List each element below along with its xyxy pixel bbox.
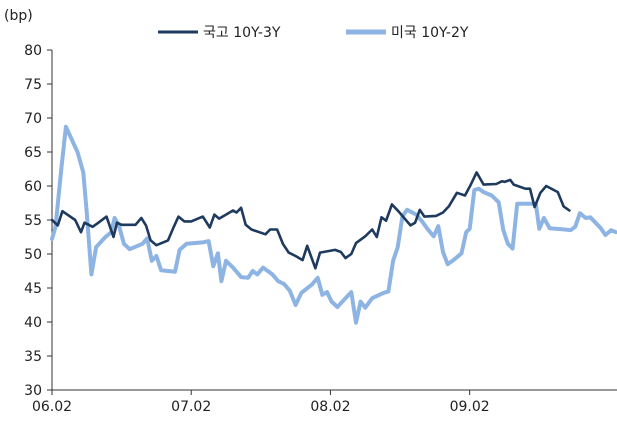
- y-unit-label: (bp): [4, 8, 33, 24]
- legend-label-kr: 국고 10Y-3Y: [203, 25, 281, 41]
- y-tick-label: 30: [24, 383, 42, 399]
- y-tick-label: 65: [24, 145, 42, 161]
- y-tick-label: 45: [24, 281, 42, 297]
- x-tick-label: 09.02: [450, 399, 490, 415]
- x-axis: 06.02 07.02 08.02 09.02: [32, 389, 617, 415]
- y-tick-label: 75: [24, 77, 42, 93]
- y-tick-label: 40: [24, 315, 42, 331]
- legend-label-us: 미국 10Y-2Y: [391, 25, 469, 41]
- y-tick-label: 80: [24, 43, 42, 59]
- y-tick-label: 70: [24, 111, 42, 127]
- plot-lines: [50, 124, 617, 325]
- x-tick-label: 06.02: [32, 399, 72, 415]
- y-axis: 30 35 40 45 50 55 60 65 70 75 80: [24, 43, 53, 399]
- y-tick-label: 35: [24, 349, 42, 365]
- y-tick-label: 50: [24, 247, 42, 263]
- x-tick-label: 07.02: [171, 399, 211, 415]
- series-line-us: [50, 124, 617, 325]
- series-line-kr: [50, 171, 571, 270]
- y-tick-label: 55: [24, 213, 42, 229]
- x-tick-label: 08.02: [310, 399, 350, 415]
- y-tick-label: 60: [24, 179, 42, 195]
- legend: 국고 10Y-3Y 미국 10Y-2Y: [158, 25, 469, 41]
